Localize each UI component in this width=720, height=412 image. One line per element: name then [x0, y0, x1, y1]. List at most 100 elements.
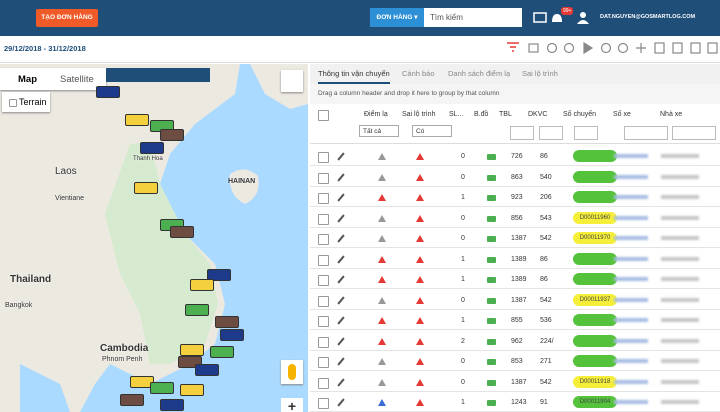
- row-checkbox[interactable]: [318, 152, 329, 163]
- filter-input[interactable]: [539, 126, 563, 140]
- edit-icon[interactable]: [337, 398, 344, 406]
- truck-marker[interactable]: [220, 329, 244, 341]
- user-email[interactable]: DAT.NGUYEN@GOSMARTLOG.COM: [600, 14, 695, 20]
- map-truck-icon[interactable]: [487, 359, 496, 365]
- zoom-in-button[interactable]: +: [281, 398, 303, 412]
- truck-marker[interactable]: [210, 346, 234, 358]
- panel-tab[interactable]: Thông tin vận chuyển: [318, 69, 390, 84]
- filter-input[interactable]: [510, 126, 534, 140]
- word-icon[interactable]: [708, 43, 717, 53]
- column-header[interactable]: SL...: [449, 111, 463, 118]
- edit-icon[interactable]: [337, 214, 344, 222]
- truck-marker[interactable]: [140, 142, 164, 154]
- row-checkbox[interactable]: [318, 234, 329, 245]
- trip-chip[interactable]: [573, 253, 617, 265]
- fullscreen-button[interactable]: [281, 70, 303, 92]
- map-truck-icon[interactable]: [487, 257, 496, 263]
- trip-chip[interactable]: [573, 150, 617, 162]
- column-header[interactable]: Điểm lạ: [364, 111, 388, 118]
- map-truck-icon[interactable]: [487, 318, 496, 324]
- filter-icon[interactable]: [507, 43, 519, 51]
- user-icon[interactable]: [580, 12, 586, 18]
- panel-tab[interactable]: Cảnh báo: [402, 69, 435, 78]
- street-view-button[interactable]: [281, 360, 303, 384]
- truck-marker[interactable]: [96, 86, 120, 98]
- truck-marker[interactable]: [160, 129, 184, 141]
- trip-chip[interactable]: [573, 191, 617, 203]
- row-checkbox[interactable]: [318, 337, 329, 348]
- map-truck-icon[interactable]: [487, 195, 496, 201]
- edit-icon[interactable]: [337, 152, 344, 160]
- edit-icon[interactable]: [337, 296, 344, 304]
- terrain-checkbox[interactable]: [9, 99, 17, 107]
- filter-select[interactable]: Tất cả: [359, 125, 399, 137]
- play-icon[interactable]: [584, 43, 592, 53]
- truck-marker[interactable]: [180, 384, 204, 396]
- row-checkbox[interactable]: [318, 214, 329, 225]
- edit-icon[interactable]: [337, 378, 344, 386]
- truck-marker[interactable]: [170, 226, 194, 238]
- edit-icon[interactable]: [337, 255, 344, 263]
- trip-chip[interactable]: [573, 355, 617, 367]
- row-checkbox[interactable]: [318, 357, 329, 368]
- map-truck-icon[interactable]: [487, 380, 496, 386]
- panel-tab[interactable]: Sai lộ trình: [522, 69, 558, 78]
- filter-input[interactable]: [672, 126, 716, 140]
- bell-icon[interactable]: [552, 14, 562, 22]
- add-icon[interactable]: [636, 43, 646, 53]
- monitor-icon[interactable]: [534, 13, 546, 22]
- column-header[interactable]: TBL: [499, 111, 512, 118]
- panel-tab[interactable]: Danh sách điểm lạ: [448, 69, 510, 78]
- trip-chip[interactable]: D00011960: [573, 212, 617, 224]
- map-truck-icon[interactable]: [487, 216, 496, 222]
- trip-chip[interactable]: [573, 335, 617, 347]
- pdf-icon[interactable]: [655, 43, 664, 53]
- row-checkbox[interactable]: [318, 173, 329, 184]
- create-order-button[interactable]: TẠO ĐƠN HÀNG: [36, 9, 98, 27]
- edit-icon[interactable]: [337, 173, 344, 181]
- row-checkbox[interactable]: [318, 398, 329, 409]
- print-icon[interactable]: [529, 44, 538, 52]
- column-header[interactable]: DKVC: [528, 111, 547, 118]
- map-truck-icon[interactable]: [487, 175, 496, 181]
- image-icon[interactable]: [673, 43, 682, 53]
- edit-icon[interactable]: [337, 193, 344, 201]
- row-checkbox[interactable]: [318, 193, 329, 204]
- map-truck-icon[interactable]: [487, 236, 496, 242]
- trip-chip[interactable]: D00011918: [573, 376, 617, 388]
- map-truck-icon[interactable]: [487, 277, 496, 283]
- row-checkbox[interactable]: [318, 296, 329, 307]
- block-icon[interactable]: [548, 44, 557, 53]
- edit-icon[interactable]: [337, 234, 344, 242]
- truck-marker[interactable]: [125, 114, 149, 126]
- map-truck-icon[interactable]: [487, 154, 496, 160]
- trip-chip[interactable]: D00011970: [573, 232, 617, 244]
- truck-marker[interactable]: [160, 399, 184, 411]
- truck-marker[interactable]: [134, 182, 158, 194]
- column-header[interactable]: Sai lộ trình: [402, 111, 435, 118]
- truck-marker[interactable]: [150, 382, 174, 394]
- column-header[interactable]: Nhà xe: [660, 111, 682, 118]
- satellite-tab[interactable]: Satellite: [60, 74, 94, 85]
- trip-chip[interactable]: [573, 314, 617, 326]
- trip-chip[interactable]: D00011937: [573, 294, 617, 306]
- filter-input[interactable]: [574, 126, 598, 140]
- truck-marker[interactable]: [190, 279, 214, 291]
- refresh-icon[interactable]: [602, 44, 611, 53]
- date-range[interactable]: 29/12/2018 - 31/12/2018: [4, 44, 86, 53]
- map-tab[interactable]: Map: [18, 74, 37, 85]
- row-checkbox[interactable]: [318, 275, 329, 286]
- map-truck-icon[interactable]: [487, 400, 496, 406]
- edit-icon[interactable]: [337, 316, 344, 324]
- truck-marker[interactable]: [185, 304, 209, 316]
- column-header[interactable]: Số xe: [613, 111, 631, 118]
- column-header[interactable]: Số chuyến: [563, 111, 596, 118]
- trip-chip[interactable]: [573, 273, 617, 285]
- clock-icon[interactable]: [619, 44, 628, 53]
- truck-marker[interactable]: [195, 364, 219, 376]
- map-truck-icon[interactable]: [487, 298, 496, 304]
- edit-icon[interactable]: [337, 275, 344, 283]
- row-checkbox[interactable]: [318, 316, 329, 327]
- row-checkbox[interactable]: [318, 255, 329, 266]
- map-canvas[interactable]: [0, 64, 308, 412]
